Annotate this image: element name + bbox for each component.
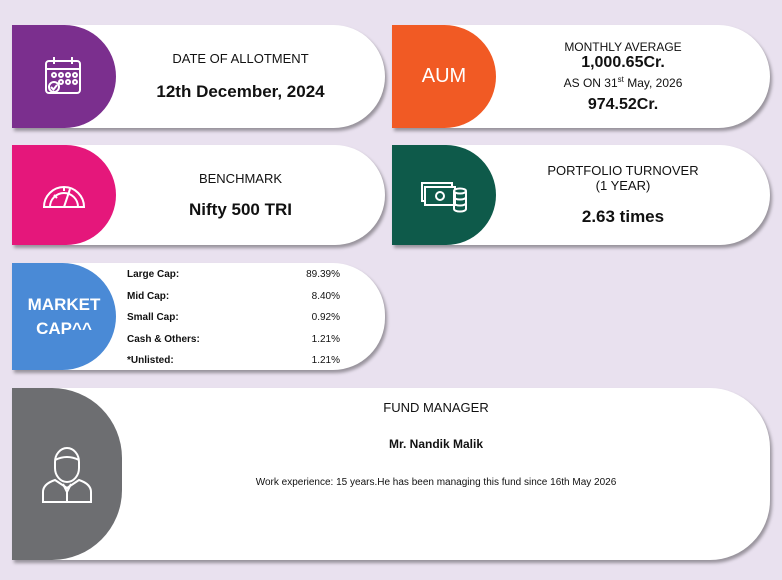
value: 12th December, 2024 bbox=[156, 82, 325, 101]
person-tab bbox=[12, 388, 122, 560]
fund-manager-card: FUND MANAGER Mr. Nandik Malik Work exper… bbox=[12, 388, 770, 560]
as-on-suffix: May, 2026 bbox=[623, 75, 683, 90]
market-cap-tab: MARKET CAP^^ bbox=[12, 263, 116, 370]
allotment-card: DATE OF ALLOTMENT 12th December, 2024 bbox=[12, 25, 385, 128]
market-cap-label: Large Cap: bbox=[127, 269, 180, 280]
label: PORTFOLIO TURNOVER bbox=[547, 163, 699, 178]
market-cap-value: 0.92% bbox=[311, 312, 340, 323]
market-cap-value: 89.39% bbox=[306, 269, 340, 280]
speedometer-tab bbox=[12, 145, 116, 245]
market-cap-value: 1.21% bbox=[311, 355, 340, 366]
market-cap-value: 1.21% bbox=[311, 333, 340, 345]
market-cap-label: Small Cap: bbox=[127, 312, 179, 323]
aum-tab: AUM bbox=[392, 25, 496, 128]
calendar-tab bbox=[12, 25, 116, 128]
market-cap-label: *Unlisted: bbox=[127, 355, 174, 366]
market-cap-value: 8.40% bbox=[311, 290, 340, 302]
value: 2.63 times bbox=[581, 207, 665, 226]
label: FUND MANAGER bbox=[383, 400, 489, 415]
market-cap-label: Mid Cap: bbox=[127, 290, 170, 302]
speedometer-icon bbox=[42, 186, 86, 208]
aum-card: AUM MONTHLY AVERAGE 1,000.65Cr. AS ON 31… bbox=[392, 25, 770, 128]
money-tab bbox=[392, 145, 496, 245]
as-on: AS ON 31st May, 2026 bbox=[564, 75, 683, 90]
tab-text: MARKET CAP^^ bbox=[27, 294, 101, 338]
experience: Work experience: 15 years.He has been ma… bbox=[255, 477, 617, 488]
as-on-prefix: AS ON 31 bbox=[563, 75, 618, 90]
person-icon bbox=[42, 447, 92, 503]
label: BENCHMARK bbox=[198, 170, 283, 186]
value: Nifty 500 TRI bbox=[189, 199, 292, 219]
monthly-average: 1,000.65Cr. bbox=[581, 53, 665, 71]
value: 974.52Cr. bbox=[587, 95, 659, 113]
benchmark-card: BENCHMARK Nifty 500 TRI bbox=[12, 145, 385, 245]
calendar-icon bbox=[45, 56, 81, 94]
name: Mr. Nandik Malik bbox=[388, 437, 484, 451]
market-cap-card: MARKET CAP^^ Large Cap: 89.39% Mid Cap: 8.4… bbox=[12, 263, 385, 370]
label: MONTHLY AVERAGE bbox=[564, 39, 682, 54]
tab-text: AUM bbox=[421, 65, 467, 87]
turnover-card: PORTFOLIO TURNOVER (1 YEAR) 2.63 times bbox=[392, 145, 770, 245]
as-on-sup: st bbox=[617, 74, 624, 84]
period: (1 YEAR) bbox=[595, 178, 651, 193]
label: DATE OF ALLOTMENT bbox=[172, 51, 309, 66]
market-cap-label: Cash & Others: bbox=[127, 333, 200, 345]
money-icon bbox=[421, 182, 467, 213]
